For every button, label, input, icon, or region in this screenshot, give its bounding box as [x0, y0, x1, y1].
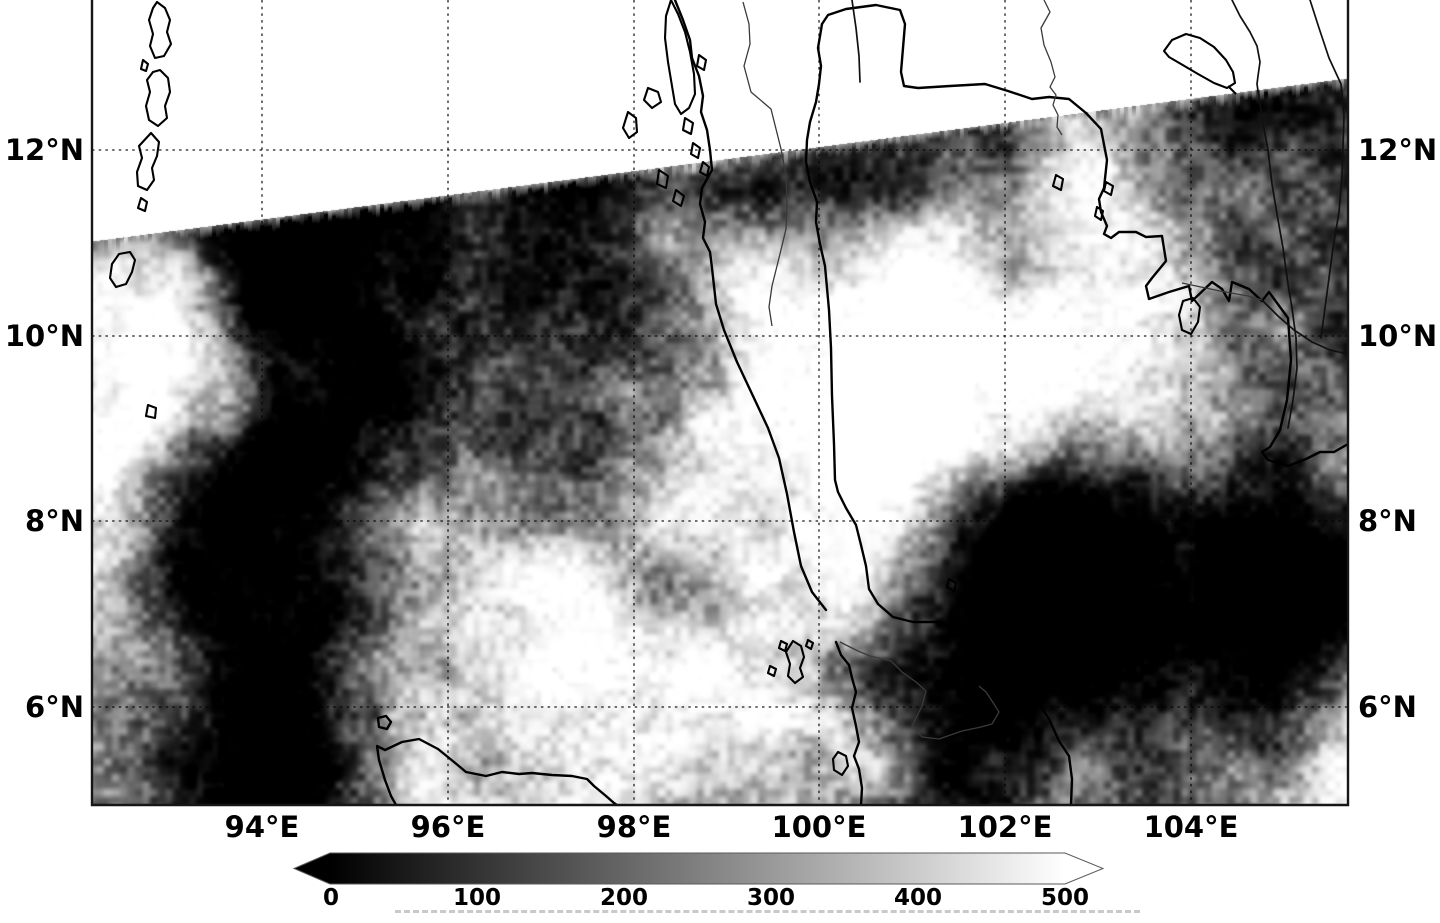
- lat-label-left-10N: 10°N: [4, 319, 84, 353]
- colorbar-scan-artifact: [395, 910, 1140, 913]
- lon-label-104E: 104°E: [1143, 810, 1239, 844]
- lon-label-98E: 98°E: [596, 810, 672, 844]
- colorbar-tick-100: 100: [452, 885, 501, 911]
- lon-label-94E: 94°E: [224, 810, 300, 844]
- lat-label-right-8N: 8°N: [1358, 504, 1417, 538]
- myanmar-andaman-coastline: [673, 0, 828, 612]
- country-borders: [742, 0, 1263, 740]
- mekong-and-chao-phraya-rivers: [851, 0, 1348, 429]
- lat-label-right-12N: 12°N: [1358, 133, 1438, 167]
- sumatra-coastline: [375, 714, 619, 805]
- satellite-imagery-canvas: [92, 0, 1348, 805]
- tonle-sap-lake-outline: [1162, 32, 1237, 95]
- lon-label-96E: 96°E: [410, 810, 486, 844]
- colorbar-tick-0: 0: [322, 885, 339, 911]
- lon-label-102E: 102°E: [957, 810, 1053, 844]
- lon-label-100E: 100°E: [771, 810, 867, 844]
- lat-label-left-8N: 8°N: [25, 504, 84, 538]
- gulf-north-east-coastline: [820, 3, 1348, 468]
- colorbar-gradient-bar: [292, 852, 1105, 885]
- colorbar-tick-300: 300: [746, 885, 795, 911]
- lat-label-right-6N: 6°N: [1358, 690, 1417, 724]
- colorbar-tick-400: 400: [893, 885, 942, 911]
- colorbar-tick-500: 500: [1040, 885, 1089, 911]
- gulf-west-peninsula-coastline: [804, 22, 1074, 805]
- lat-label-left-6N: 6°N: [25, 690, 84, 724]
- mergui-archipelago-coastline: [621, 0, 711, 208]
- lower-andaman-coastline: [834, 640, 864, 805]
- colorbar-tick-200: 200: [599, 885, 648, 911]
- andaman-islands-coastline: [108, 0, 173, 420]
- map-frame-border: [90, 0, 1350, 807]
- southern-islands-coastline: [766, 173, 1202, 777]
- lat-label-left-12N: 12°N: [4, 133, 84, 167]
- lat-lon-gridlines: [92, 0, 1348, 805]
- lat-label-right-10N: 10°N: [1358, 319, 1438, 353]
